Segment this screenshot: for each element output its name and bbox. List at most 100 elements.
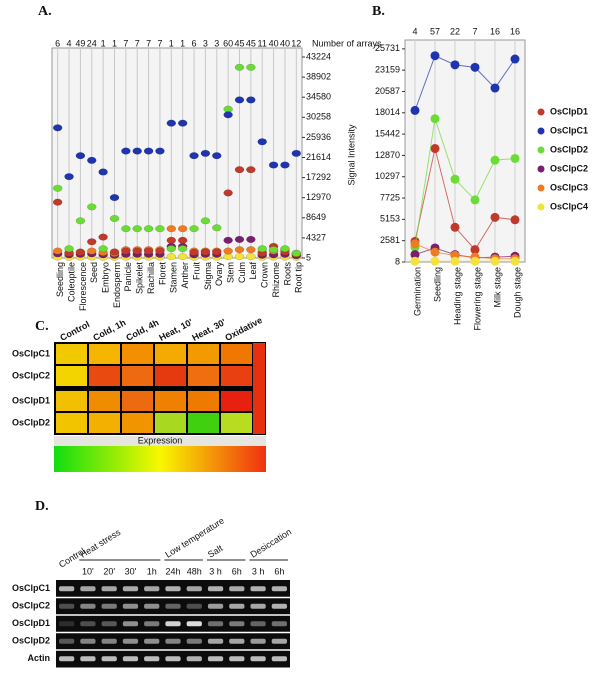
dot xyxy=(470,256,480,266)
heatmap-cell xyxy=(56,413,87,433)
y-tick-label: 18014 xyxy=(375,107,400,117)
dot xyxy=(177,245,188,253)
heatmap-cell xyxy=(188,413,219,433)
band xyxy=(122,586,139,592)
x-tick-label: Seedling xyxy=(432,267,442,302)
legend-label: OsClpC3 xyxy=(550,182,588,192)
colorbar xyxy=(54,446,266,472)
colorbar-header xyxy=(54,436,266,446)
dot xyxy=(189,152,199,160)
dot xyxy=(430,114,440,124)
dot xyxy=(52,247,63,255)
legend-swatch xyxy=(537,146,545,154)
dot xyxy=(109,214,120,223)
dot xyxy=(121,147,131,155)
heatmap-cell xyxy=(89,366,120,386)
legend-label: OsClpD2 xyxy=(550,144,588,154)
array-count: 49 xyxy=(75,38,85,48)
plot-area xyxy=(404,39,526,263)
x-tick-label: Seed xyxy=(89,262,99,283)
dot xyxy=(470,245,480,255)
group-label: Heat stress xyxy=(78,527,122,560)
y-tick-label: 17292 xyxy=(306,172,331,182)
column-label: Oxidative xyxy=(223,315,263,343)
band xyxy=(229,621,245,627)
dot xyxy=(410,105,420,115)
row-label: OsClpD1 xyxy=(12,395,50,405)
array-count: 7 xyxy=(123,38,128,48)
dot xyxy=(268,246,279,254)
array-count: 60 xyxy=(223,38,233,48)
dot xyxy=(98,233,108,241)
dot xyxy=(75,152,86,160)
band xyxy=(101,656,117,662)
band xyxy=(80,621,96,627)
x-tick-label: Ovary xyxy=(214,262,224,287)
dot xyxy=(75,248,86,256)
array-count: 22 xyxy=(450,26,460,36)
x-tick-label: Stigma xyxy=(203,262,213,290)
array-count: 12 xyxy=(291,38,301,48)
dot xyxy=(410,250,420,260)
array-count: 7 xyxy=(472,26,477,36)
x-tick-label: Coleoptile xyxy=(66,262,76,302)
legend-swatch xyxy=(537,108,545,116)
y-tick-label: 21614 xyxy=(306,152,331,162)
row-label: OsClpC1 xyxy=(12,583,50,593)
band xyxy=(165,638,181,644)
band xyxy=(59,656,75,662)
dot xyxy=(223,236,233,244)
heatmap-cell xyxy=(221,413,252,433)
heatmap-cell xyxy=(56,344,87,364)
column-label: Heat, 10' xyxy=(157,317,194,343)
heatmap-cell xyxy=(221,366,252,386)
column-label: Heat, 30' xyxy=(190,317,227,343)
y-tick-label: 5153 xyxy=(380,214,400,224)
dot xyxy=(166,245,177,253)
dot xyxy=(246,63,256,71)
band xyxy=(207,603,224,609)
dot xyxy=(246,246,256,254)
array-count: 6 xyxy=(55,38,60,48)
band xyxy=(250,638,266,644)
band xyxy=(80,638,96,644)
band xyxy=(59,621,75,627)
x-tick-label: Panicle xyxy=(123,262,133,292)
dot xyxy=(132,147,142,155)
legend-label: OsClpC4 xyxy=(550,201,588,211)
dot xyxy=(177,225,188,233)
dot xyxy=(177,119,188,127)
group-label: Salt xyxy=(206,543,225,560)
x-tick-label: Anther xyxy=(180,262,190,289)
dot xyxy=(257,245,267,253)
array-count: 7 xyxy=(146,38,151,48)
lane-label: 1h xyxy=(147,566,157,576)
dot xyxy=(490,83,500,93)
x-tick-label: Milk stage xyxy=(492,267,502,308)
band xyxy=(207,586,224,592)
dot xyxy=(87,247,97,255)
legend-swatch xyxy=(537,127,545,135)
band xyxy=(250,621,266,627)
dot xyxy=(430,247,440,257)
array-count: 11 xyxy=(258,38,267,48)
plot-area xyxy=(51,47,303,259)
legend-swatch xyxy=(537,203,545,211)
dot xyxy=(212,152,222,160)
dot xyxy=(450,174,460,184)
row-label: OsClpC1 xyxy=(12,348,50,358)
dot xyxy=(132,247,142,255)
y-tick-label: 23159 xyxy=(375,65,400,75)
dot xyxy=(223,189,233,197)
band xyxy=(101,586,117,592)
heatmap-cell xyxy=(155,344,186,364)
band xyxy=(101,638,117,644)
legend-swatch xyxy=(537,184,545,192)
band xyxy=(144,621,160,627)
heatmap-cell xyxy=(89,413,120,433)
band xyxy=(186,603,202,609)
heatmap-cell xyxy=(188,391,219,411)
array-count: 4 xyxy=(67,38,72,48)
dot xyxy=(166,225,177,233)
